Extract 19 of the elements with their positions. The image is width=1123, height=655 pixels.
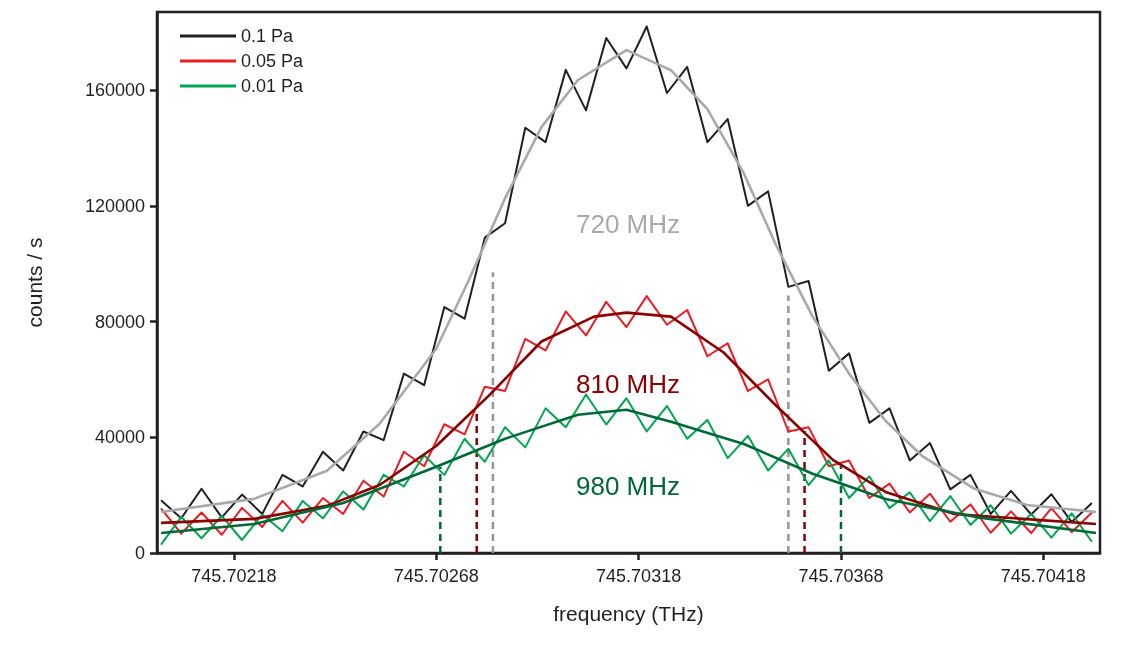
x-tick-label: 745.70368 [798, 566, 884, 586]
annotation: 980 MHz [575, 471, 681, 501]
legend-label: 0.01 Pa [241, 76, 305, 96]
x-tick-label: 745.70418 [1000, 566, 1086, 586]
annotation: 720 MHz [575, 209, 681, 239]
x-axis-title: frequency (THz) [553, 602, 704, 625]
annotation: 810 MHz [575, 369, 681, 399]
y-tick-label: 80000 [94, 311, 145, 332]
x-tick-label: 745.70318 [596, 566, 682, 586]
y-tick-label: 160000 [84, 80, 145, 101]
legend-label: 0.1 Pa [241, 26, 295, 46]
y-tick-label: 0 [134, 543, 145, 563]
x-tick-label: 745.70218 [191, 566, 277, 586]
y-axis-title: counts / s [23, 237, 46, 328]
legend-label: 0.05 Pa [241, 51, 305, 71]
line-series [160, 393, 1093, 546]
x-tick-label: 745.70268 [393, 566, 479, 586]
y-tick-label: 40000 [94, 427, 145, 448]
y-tick-label: 120000 [84, 195, 145, 216]
